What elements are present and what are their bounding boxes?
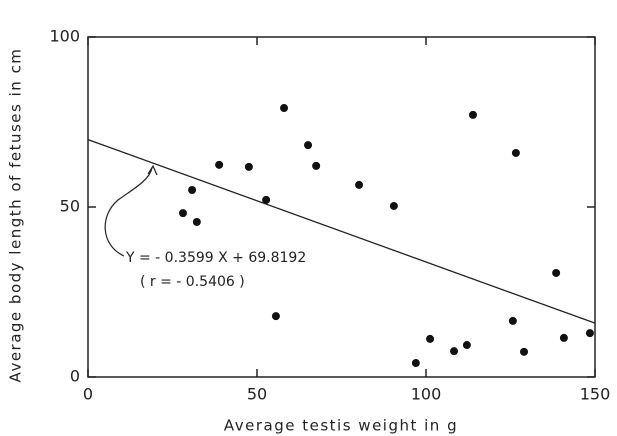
- data-point: [312, 161, 321, 170]
- data-point: [468, 110, 477, 119]
- x-tick-label: 100: [411, 385, 442, 404]
- data-point: [389, 201, 398, 210]
- arrow-head: [147, 164, 158, 176]
- y-tick-label: 50: [60, 197, 80, 216]
- data-point: [462, 341, 471, 350]
- data-point: [244, 162, 253, 171]
- data-point: [262, 195, 271, 204]
- correlation: ( r = - 0.5406 ): [140, 274, 245, 290]
- data-point: [552, 268, 561, 277]
- data-point: [508, 316, 517, 325]
- data-point: [520, 347, 529, 356]
- data-point: [304, 141, 313, 150]
- data-point: [411, 359, 420, 368]
- data-point: [188, 186, 197, 194]
- data-point: [355, 180, 364, 189]
- y-axis-label: Average body length of fetuses in cm: [7, 48, 25, 383]
- data-point: [511, 148, 520, 157]
- annotation-arrow: [104, 167, 153, 257]
- data-point: [426, 334, 435, 343]
- regression-line: [87, 139, 596, 324]
- x-tick-label: 0: [83, 385, 93, 404]
- y-tick-label: 0: [70, 367, 80, 386]
- data-point: [559, 333, 568, 342]
- data-point: [280, 104, 289, 113]
- y-tick-label: 100: [49, 27, 80, 46]
- data-point: [215, 160, 224, 169]
- data-point: [271, 312, 280, 321]
- x-tick-label: 150: [580, 385, 611, 404]
- x-axis-label: Average testis weight in g: [224, 417, 458, 435]
- data-point: [450, 347, 459, 356]
- data-point: [585, 329, 594, 338]
- x-tick-label: 50: [247, 385, 267, 404]
- data-point: [192, 217, 201, 226]
- equation: Y = - 0.3599 X + 69.8192: [125, 250, 306, 266]
- plot-frame: [87, 36, 596, 378]
- data-point: [178, 209, 187, 218]
